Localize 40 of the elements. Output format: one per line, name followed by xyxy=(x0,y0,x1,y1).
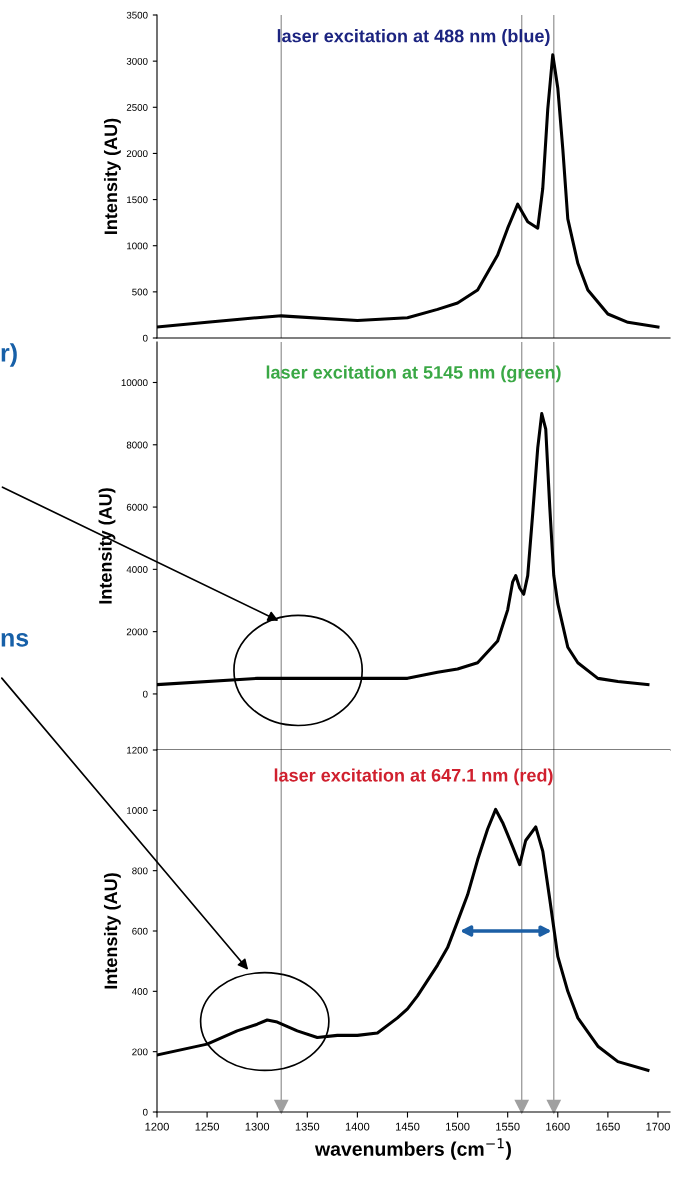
x-tick-label: 1700 xyxy=(646,1122,670,1131)
y-tick-label: 0 xyxy=(142,690,148,698)
text: laser excitation at 488 nm (blue) xyxy=(277,29,550,46)
y-tick-label: 1000 xyxy=(127,242,148,250)
y-tick-label: 600 xyxy=(132,927,148,935)
x-tick-label: 1450 xyxy=(395,1122,420,1131)
x-tick-label: 1650 xyxy=(596,1122,620,1131)
y-tick-label: 800 xyxy=(132,867,148,875)
text: laser excitation at 647.1 nm (red) xyxy=(274,768,553,786)
y-tick-label: 3500 xyxy=(126,11,148,19)
y-tick-label: 1200 xyxy=(127,746,148,754)
y-tick-label: 0 xyxy=(142,1108,148,1116)
x-tick-label: 1350 xyxy=(295,1122,320,1131)
x-tick-label: 1400 xyxy=(345,1122,370,1131)
y-tick-label: 4000 xyxy=(126,566,148,573)
y-axis-title: Intensity (AU) xyxy=(103,873,121,989)
text: ns xyxy=(1,633,29,647)
y-tick-label: 1500 xyxy=(127,196,148,204)
y-tick-label: 2000 xyxy=(126,150,148,158)
y-tick-label: 200 xyxy=(132,1048,148,1056)
y-tick-label: 500 xyxy=(132,288,148,296)
y-tick-label: 10000 xyxy=(121,379,148,387)
x-axis-title: wavenumbers (cm$^{−1}$) xyxy=(314,1138,511,1160)
x-tick-label: 1500 xyxy=(446,1122,470,1131)
text: laser excitation at 5145 nm (green) xyxy=(266,365,561,383)
x-tick-label: 1300 xyxy=(245,1122,270,1131)
x-tick-label: 1550 xyxy=(496,1122,520,1131)
y-tick-label: 3000 xyxy=(126,57,148,65)
y-tick-label: 2000 xyxy=(126,628,148,636)
y-tick-label: 1000 xyxy=(127,807,148,814)
y-tick-label: 400 xyxy=(131,988,148,995)
y-tick-label: 2500 xyxy=(126,104,148,111)
text: r) xyxy=(1,343,17,367)
y-tick-label: 8000 xyxy=(126,441,148,449)
y-tick-label: 6000 xyxy=(126,503,148,511)
x-tick-label: 1600 xyxy=(546,1122,570,1131)
y-tick-label: 0 xyxy=(142,334,148,342)
y-axis-title: Intensity (AU) xyxy=(98,488,116,604)
y-axis-title: Intensity (AU) xyxy=(103,118,121,234)
x-tick-label: 1250 xyxy=(195,1122,220,1131)
